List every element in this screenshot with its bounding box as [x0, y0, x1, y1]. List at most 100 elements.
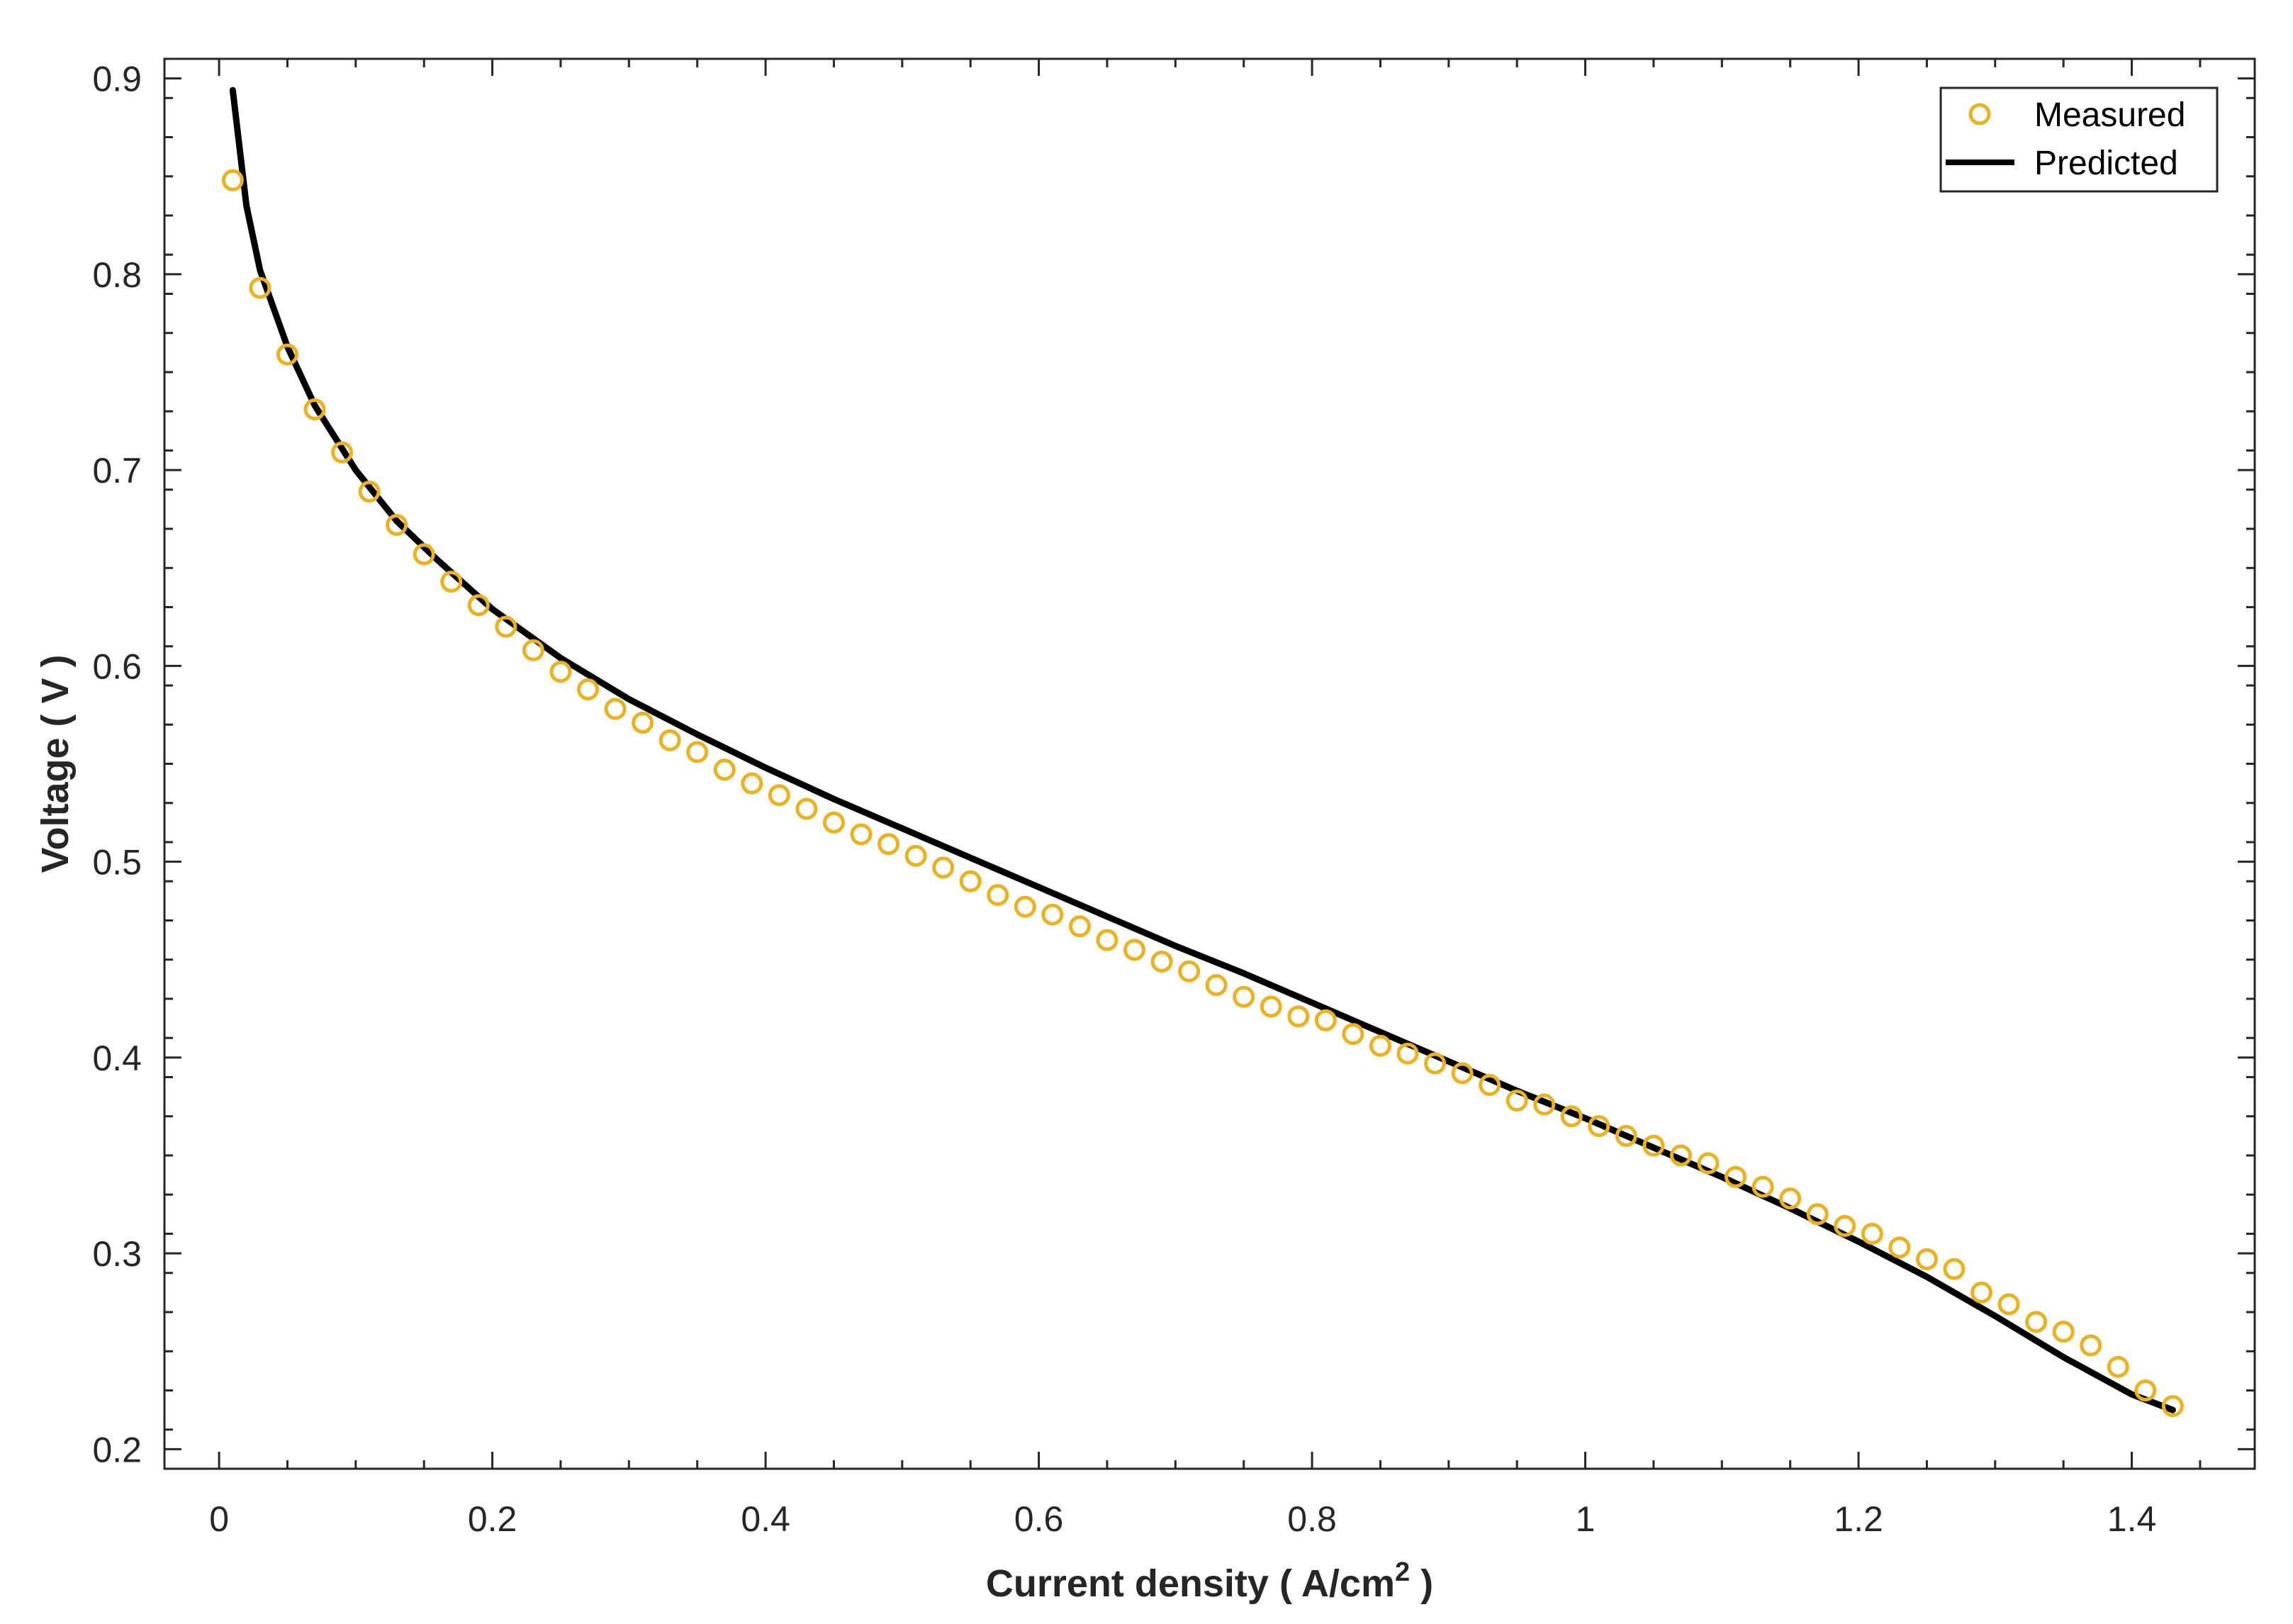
measured-point [1725, 1165, 1747, 1188]
measured-point [1861, 1223, 1883, 1245]
measured-point [1260, 995, 1282, 1018]
axis-tick-labels: 0 0.2 0.4 0.6 0.8 1 1.2 1.4 0.2 0.3 0.4 0.5 0.6 0.7 0.… [92, 60, 2156, 1539]
measured-point [1997, 1293, 2020, 1316]
measured-point [413, 543, 435, 566]
measured-point [1041, 903, 1064, 926]
measured-point [1506, 1090, 1528, 1112]
x-tick-label: 0.6 [1014, 1499, 1064, 1539]
x-axis-title-superscript: 2 [1395, 1557, 1410, 1587]
y-tick-label: 0.4 [92, 1038, 142, 1078]
measured-point [1096, 929, 1119, 951]
measured-point [2161, 1395, 2184, 1418]
measured-point [577, 678, 600, 701]
measured-point [632, 711, 654, 734]
measured-point [2134, 1379, 2157, 1401]
measured-point [358, 481, 381, 503]
measured-point [1642, 1134, 1665, 1157]
measured-point [1533, 1093, 1556, 1116]
measured-point [1314, 1009, 1337, 1031]
x-axis-title: Current density ( A/cm2 ) [986, 1557, 1433, 1605]
measured-point [276, 343, 298, 366]
measured-point [495, 615, 517, 638]
measured-point [1943, 1258, 1966, 1280]
x-tick-label: 0 [209, 1499, 229, 1539]
x-tick-label: 0.2 [468, 1499, 517, 1539]
measured-point [221, 169, 244, 191]
measured-point [1888, 1236, 1911, 1259]
measured-point [331, 441, 354, 464]
x-axis-title-end: ) [1410, 1562, 1433, 1605]
measured-point [686, 741, 709, 763]
measured-point [1479, 1074, 1501, 1097]
measured-point [1396, 1042, 1419, 1065]
legend-measured-marker [1968, 103, 1991, 125]
y-tick-label: 0.5 [92, 843, 142, 883]
measured-point [386, 513, 408, 536]
measured-point [1424, 1052, 1447, 1075]
measured-point [1806, 1203, 1829, 1226]
measured-point [1287, 1005, 1310, 1028]
x-tick-label: 1.4 [2107, 1499, 2157, 1539]
legend: Measured Predicted [1939, 86, 2219, 193]
measured-point [1669, 1144, 1692, 1167]
measured-point [1834, 1214, 1856, 1237]
measured-point [768, 784, 790, 807]
measured-point [1014, 895, 1036, 918]
measured-point [522, 639, 544, 661]
measured-point [440, 571, 463, 593]
measured-point [713, 758, 736, 781]
measured-point [741, 772, 763, 795]
measured-point [959, 870, 982, 892]
measured-point [1970, 1281, 1993, 1304]
measured-point [2080, 1334, 2102, 1357]
measured-point [2052, 1321, 2075, 1343]
measured-point [1369, 1034, 1391, 1057]
measured-point [303, 398, 326, 420]
measured-point [1588, 1115, 1610, 1138]
x-axis-title-text: Current density ( A/cm [986, 1562, 1395, 1605]
measured-point [1615, 1124, 1637, 1147]
measured-point [1150, 951, 1173, 973]
plot-frame [163, 57, 2256, 1470]
measured-point [987, 884, 1009, 907]
measured-point [1342, 1023, 1364, 1046]
measured-point [1451, 1062, 1474, 1085]
measured-point [549, 661, 572, 683]
y-tick-label: 0.9 [92, 60, 142, 99]
y-tick-label: 0.2 [92, 1430, 142, 1469]
measured-point [1123, 939, 1145, 961]
measured-point [249, 276, 271, 299]
measured-point [1779, 1187, 1802, 1210]
measured-point [604, 698, 627, 720]
measured-point [467, 594, 490, 617]
measured-point [1233, 985, 1255, 1008]
measured-point [1205, 974, 1228, 997]
legend-predicted-label: Predicted [2034, 145, 2178, 182]
x-tick-label: 1 [1576, 1499, 1596, 1539]
measured-point [2025, 1311, 2048, 1333]
legend-measured-label: Measured [2034, 96, 2185, 134]
measured-point [1697, 1152, 1720, 1175]
measured-point [658, 729, 681, 751]
measured-point [904, 844, 927, 867]
x-tick-label: 0.4 [741, 1499, 790, 1539]
y-tick-label: 0.8 [92, 255, 142, 295]
y-axis-title: Voltage ( V ) [34, 654, 77, 873]
legend-box [1939, 86, 2219, 193]
measured-point [822, 811, 845, 834]
y-tick-label: 0.7 [92, 451, 142, 491]
y-tick-label: 0.6 [92, 646, 142, 686]
x-tick-label: 1.2 [1834, 1499, 1883, 1539]
measured-point [1751, 1175, 1774, 1198]
data-series [221, 86, 2184, 1418]
x-tick-label: 0.8 [1287, 1499, 1337, 1539]
measured-point [878, 833, 900, 856]
y-tick-label: 0.3 [92, 1234, 142, 1274]
measured-point [1178, 960, 1201, 982]
measured-point [932, 856, 955, 879]
measured-point [850, 823, 873, 846]
measured-point [1068, 915, 1091, 938]
measured-point [1560, 1105, 1583, 1128]
